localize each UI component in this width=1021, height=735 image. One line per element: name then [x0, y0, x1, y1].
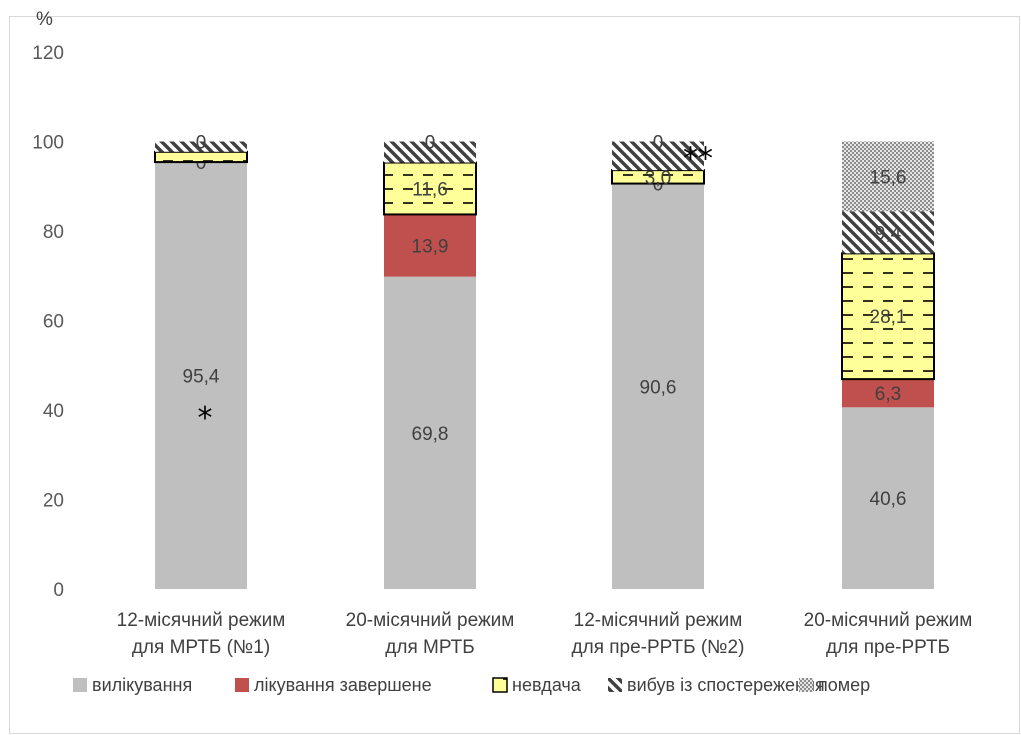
significance-marker: ** [683, 141, 713, 176]
data-label: 69,8 [412, 424, 449, 445]
legend-label: вилікування [92, 675, 192, 695]
category-label: для МРТБ (№1) [132, 637, 270, 658]
bar-segment [612, 183, 704, 589]
bar-segment [384, 214, 476, 277]
data-label: 13,9 [412, 237, 449, 258]
data-label: 6,3 [875, 384, 901, 405]
bar-segment [155, 141, 247, 152]
y-axis: 0 20 40 60 80 100 120 [32, 43, 64, 601]
category-label: 12-місячний режим [117, 610, 286, 631]
significance-marker: * [198, 401, 213, 436]
y-tick-label: 20 [43, 491, 64, 512]
y-tick-label: 80 [43, 222, 64, 243]
bar-segment [384, 141, 476, 163]
bars: 95,40069,813,911,6090,603,0040,66,328,19… [154, 133, 935, 589]
y-tick-label: 120 [32, 43, 64, 64]
category-label: 12-місячний режим [574, 610, 743, 631]
category-label: 20-місячний режим [804, 610, 973, 631]
bar-segment [842, 407, 934, 589]
x-axis: 12-місячний режим для МРТБ (№1) 20-місячни… [117, 610, 973, 658]
legend: вилікування лікування завершене невдача виб… [73, 675, 870, 695]
legend-label: помер [818, 675, 870, 695]
legend-label: невдача [512, 675, 582, 695]
y-axis-unit: % [36, 9, 53, 30]
bar-segment [842, 379, 934, 408]
data-label: 28,1 [870, 307, 907, 328]
data-label: 9,4 [875, 223, 902, 244]
data-label: 11,6 [412, 179, 448, 200]
category-label: 20-місячний режим [346, 610, 515, 631]
legend-label: лікування завершене [254, 675, 432, 695]
bar-segment [155, 162, 247, 589]
data-label: 0 [196, 133, 207, 154]
y-tick-label: 100 [32, 133, 64, 154]
data-label: 0 [653, 133, 664, 154]
legend-swatch [235, 678, 249, 692]
data-label: 0 [425, 133, 436, 154]
legend-swatch [608, 678, 622, 692]
bar-segment [612, 141, 704, 171]
chart-frame [9, 16, 1020, 734]
category-label: для МРТБ [385, 637, 474, 658]
data-label: 0 [653, 175, 664, 196]
legend-swatch [799, 678, 813, 692]
category-label: для пре-РРТБ [826, 637, 950, 658]
legend-swatch [73, 678, 87, 692]
bar-segment [842, 211, 934, 254]
bar-segment [384, 276, 476, 589]
legend-label: вибув із спостереження [627, 675, 825, 695]
y-tick-label: 40 [43, 401, 64, 422]
data-label: 95,4 [183, 367, 220, 388]
y-tick-label: 0 [53, 580, 64, 601]
bar-segment [842, 141, 934, 212]
data-label: 3,0 [645, 168, 671, 189]
data-label: 40,6 [870, 489, 907, 510]
data-label: 0 [196, 153, 207, 174]
legend-swatch [492, 677, 508, 693]
data-label: 90,6 [640, 377, 677, 398]
category-label: для пре-РРТБ (№2) [572, 637, 745, 658]
y-tick-label: 60 [43, 312, 64, 333]
data-label: 15,6 [870, 167, 907, 188]
